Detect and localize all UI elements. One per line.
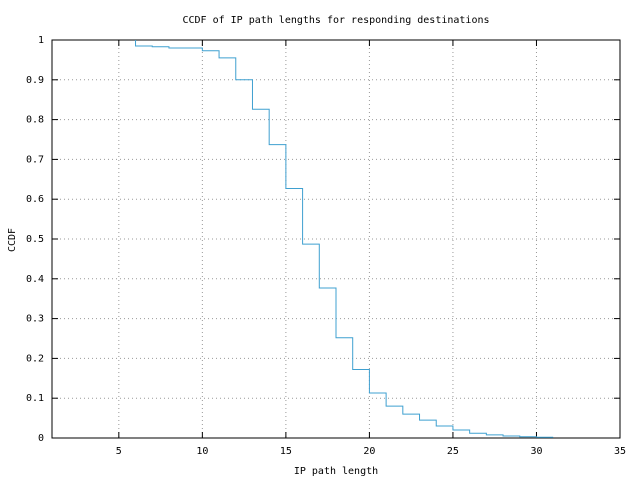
- y-tick-label: 0.8: [26, 115, 44, 126]
- y-tick-label: 1: [38, 35, 44, 46]
- chart-title: CCDF of IP path lengths for responding d…: [182, 15, 489, 26]
- x-tick-label: 30: [530, 446, 542, 457]
- x-tick-label: 5: [116, 446, 122, 457]
- y-tick-label: 0.6: [26, 194, 44, 205]
- y-axis-label: CCDF: [7, 228, 18, 252]
- y-tick-label: 0.5: [26, 234, 44, 245]
- y-tick-label: 0.2: [26, 353, 44, 364]
- y-tick-label: 0.9: [26, 75, 44, 86]
- x-tick-label: 25: [447, 446, 459, 457]
- y-tick-label: 0.4: [26, 274, 44, 285]
- x-tick-label: 20: [363, 446, 375, 457]
- y-tick-label: 0: [38, 433, 44, 444]
- step-line: [135, 40, 554, 438]
- x-tick-label: 15: [280, 446, 292, 457]
- x-axis-label: IP path length: [294, 466, 378, 477]
- x-tick-label: 35: [614, 446, 626, 457]
- y-tick-label: 0.7: [26, 154, 44, 165]
- y-tick-label: 0.1: [26, 393, 44, 404]
- y-tick-label: 0.3: [26, 314, 44, 325]
- plot-frame: [51, 39, 621, 439]
- x-tick-label: 10: [196, 446, 208, 457]
